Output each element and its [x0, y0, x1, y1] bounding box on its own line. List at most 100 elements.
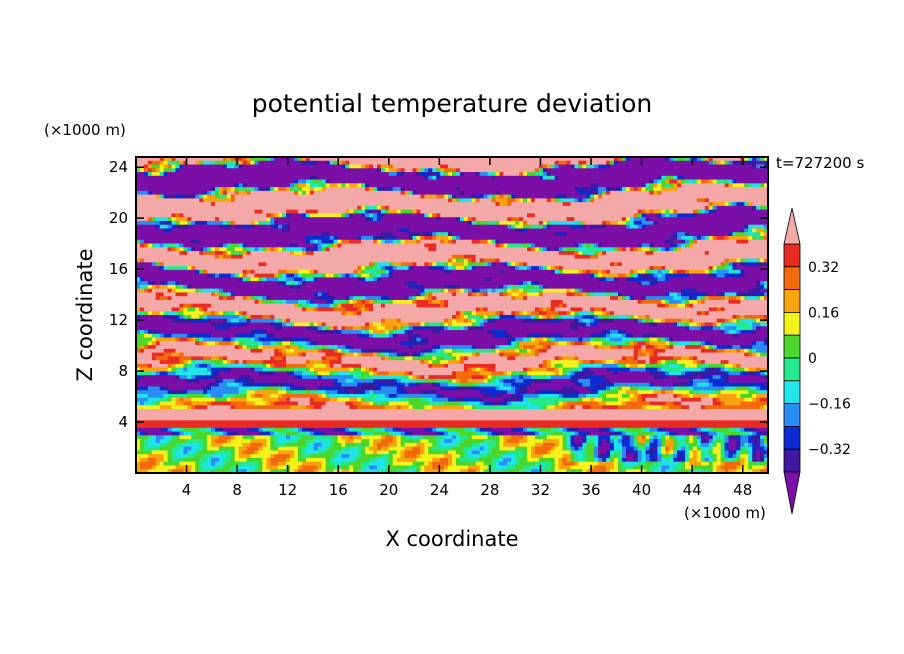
field-cell — [692, 258, 698, 263]
field-cell — [649, 217, 655, 222]
field-cell — [376, 205, 382, 211]
field-cell — [590, 220, 595, 226]
field-cell — [689, 217, 694, 222]
field-cell — [183, 202, 188, 207]
field-cell — [700, 198, 706, 203]
field-cell — [653, 172, 658, 177]
field-cell — [155, 273, 161, 278]
field-cell — [215, 228, 220, 233]
field-cell — [329, 187, 335, 192]
field-cell — [167, 239, 173, 245]
field-cell — [574, 266, 579, 271]
field-cell — [329, 254, 335, 260]
field-cell — [562, 183, 568, 188]
field-cell — [740, 183, 745, 188]
field-cell — [538, 198, 544, 203]
field-cell — [578, 232, 583, 237]
field-cell — [542, 217, 548, 222]
field-cell — [582, 236, 587, 241]
field-cell — [669, 179, 674, 184]
field-cell — [483, 175, 489, 181]
field-cell — [191, 194, 196, 199]
field-cell — [163, 183, 169, 188]
field-cell — [685, 164, 690, 169]
field-cell — [163, 239, 169, 245]
field-cell — [353, 187, 358, 192]
field-cell — [732, 172, 737, 177]
field-cell — [428, 269, 433, 275]
field-cell — [475, 183, 481, 188]
field-cell — [215, 239, 220, 245]
field-cell — [669, 269, 674, 275]
field-cell — [222, 172, 228, 177]
field-cell — [349, 217, 354, 222]
field-cell — [286, 251, 291, 256]
field-cell — [700, 220, 706, 226]
field-cell — [554, 202, 560, 207]
field-cell — [246, 175, 252, 181]
field-cell — [716, 202, 722, 207]
field-cell — [404, 157, 410, 162]
field-cell — [329, 236, 335, 241]
field-cell — [329, 266, 335, 271]
field-cell — [507, 239, 512, 245]
field-cell — [147, 160, 153, 166]
field-cell — [467, 228, 473, 233]
field-cell — [756, 236, 761, 241]
field-cell — [578, 175, 583, 181]
field-cell — [578, 194, 583, 199]
field-cell — [586, 172, 591, 177]
field-cell — [412, 190, 418, 196]
field-cell — [420, 262, 425, 267]
field-cell — [159, 232, 165, 237]
field-cell — [290, 217, 295, 222]
field-cell — [373, 258, 378, 263]
field-cell — [523, 220, 528, 226]
field-cell — [610, 213, 615, 218]
field-cell — [538, 194, 544, 199]
field-cell — [139, 194, 145, 199]
field-cell — [696, 175, 702, 181]
field-cell — [534, 183, 540, 188]
field-cell — [353, 198, 358, 203]
field-cell — [483, 236, 489, 241]
field-cell — [677, 183, 682, 188]
field-cell — [313, 172, 319, 177]
field-cell — [337, 254, 342, 260]
field-cell — [254, 239, 260, 245]
field-cell — [586, 187, 591, 192]
field-cell — [748, 194, 753, 199]
field-cell — [230, 239, 236, 245]
field-cell — [266, 266, 271, 271]
field-cell — [594, 266, 599, 271]
field-cell — [199, 172, 204, 177]
field-cell — [736, 213, 741, 218]
field-cell — [724, 190, 730, 196]
field-cell — [645, 198, 651, 203]
field-cell — [692, 228, 698, 233]
field-cell — [159, 220, 165, 226]
field-cell — [195, 168, 200, 173]
field-cell — [282, 205, 287, 211]
field-cell — [238, 175, 244, 181]
field-cell — [740, 179, 745, 184]
field-cell — [404, 228, 410, 233]
field-cell — [199, 239, 204, 245]
field-cell — [376, 194, 382, 199]
field-cell — [594, 232, 599, 237]
field-cell — [333, 168, 339, 173]
field-cell — [681, 269, 686, 275]
field-cell — [448, 157, 453, 162]
field-cell — [748, 228, 753, 233]
field-cell — [728, 258, 734, 263]
field-cell — [270, 179, 275, 184]
field-cell — [218, 220, 224, 226]
field-cell — [365, 164, 370, 169]
field-cell — [712, 243, 718, 248]
field-cell — [629, 183, 635, 188]
field-cell — [621, 164, 627, 169]
field-cell — [448, 164, 453, 169]
field-cell — [546, 157, 552, 162]
field-cell — [242, 213, 248, 218]
field-cell — [756, 209, 761, 215]
